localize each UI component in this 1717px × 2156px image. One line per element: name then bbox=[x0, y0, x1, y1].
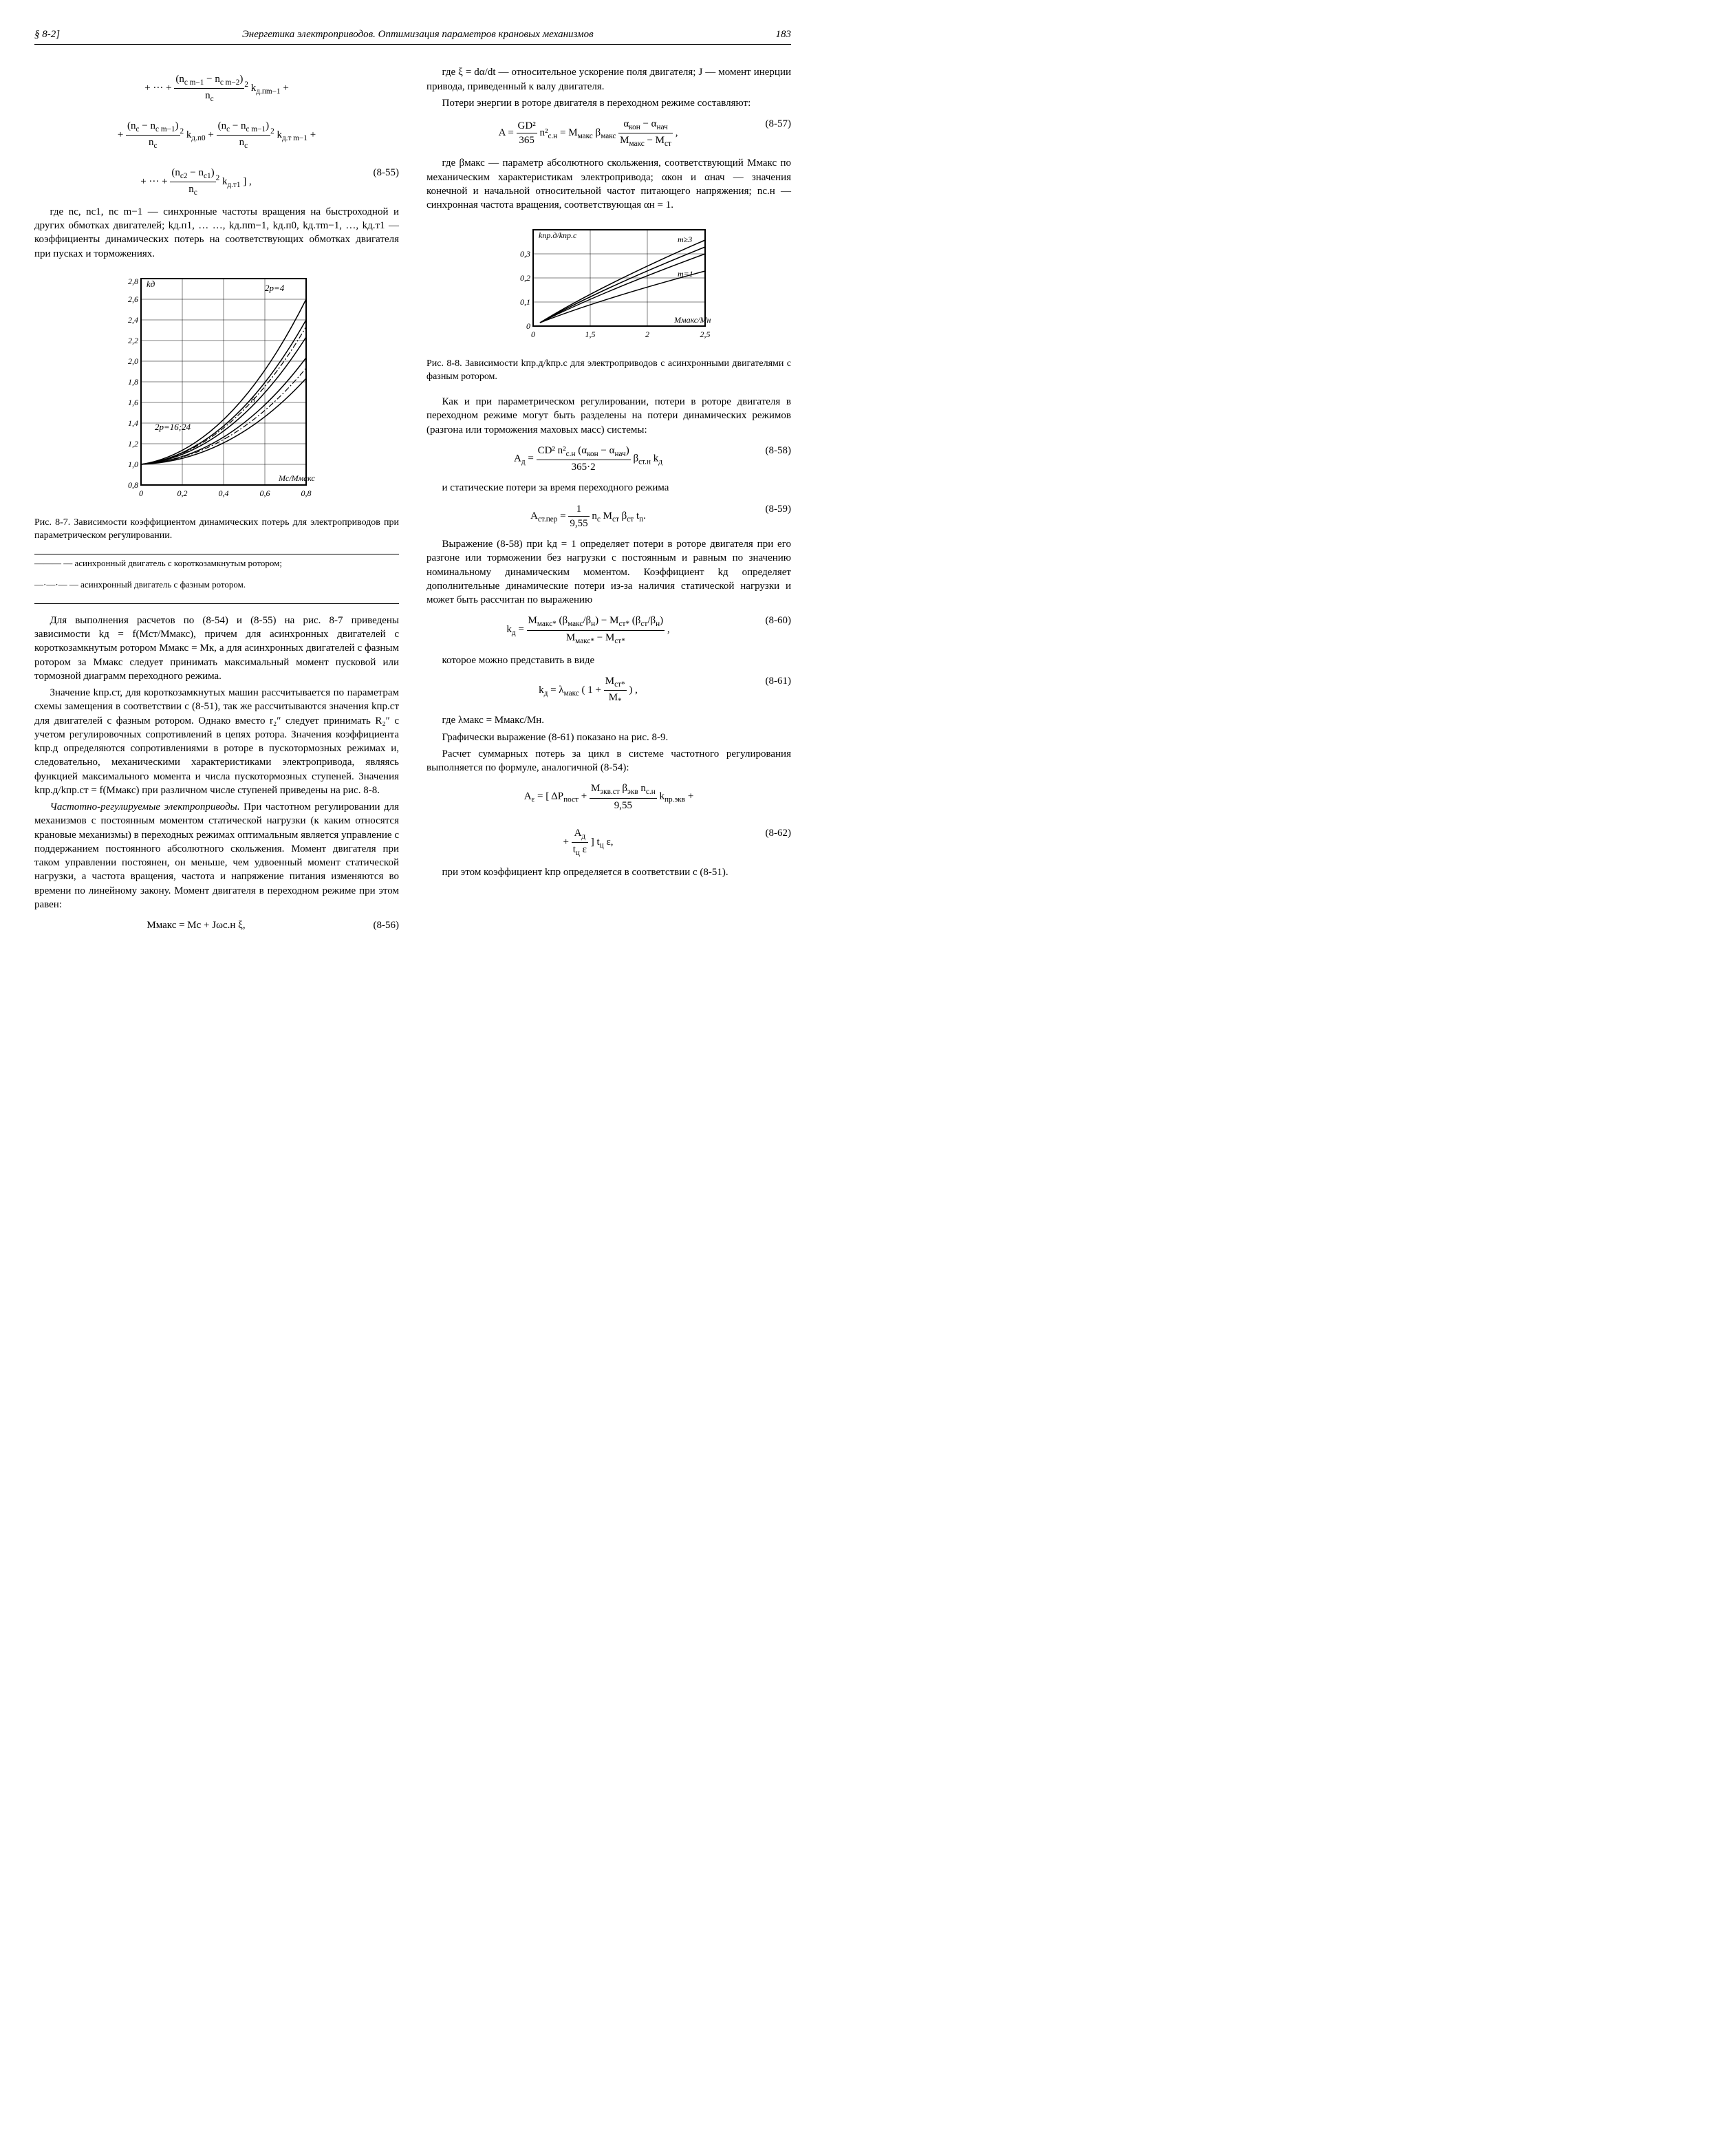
svg-text:2,8: 2,8 bbox=[128, 277, 138, 286]
svg-text:Mмакс/Mн: Mмакс/Mн bbox=[673, 315, 711, 325]
svg-text:0: 0 bbox=[531, 330, 535, 339]
svg-text:2,6: 2,6 bbox=[128, 294, 138, 304]
figure-8-7-chart: 0,8 1,0 1,2 1,4 1,6 1,8 2,0 2,2 2,4 2,6 … bbox=[107, 272, 327, 506]
svg-text:1,8: 1,8 bbox=[128, 377, 138, 387]
equation-8-58: Aд = CD² n²с.н (αкон − αнач)365·2 βст.н … bbox=[426, 444, 791, 474]
eq-number: (8-61) bbox=[750, 674, 791, 688]
svg-text:2: 2 bbox=[645, 330, 649, 339]
page-number: 183 bbox=[776, 28, 792, 41]
svg-text:kпр.д/kпр.с: kпр.д/kпр.с bbox=[539, 230, 577, 240]
equation-8-61: kд = λмакс ( 1 + Mст*M* ) , (8-61) bbox=[426, 674, 791, 707]
svg-text:0,1: 0,1 bbox=[520, 297, 530, 307]
body-text: Расчет суммарных потерь за цикл в систем… bbox=[426, 747, 791, 775]
section-label: § 8-2] bbox=[34, 28, 60, 41]
svg-text:0,3: 0,3 bbox=[520, 249, 530, 259]
equation-8-57: A = GD²365 n²с.н = Mмакс βмакс αкон − αн… bbox=[426, 117, 791, 149]
body-text: Потери энергии в роторе двигателя в пере… bbox=[426, 96, 791, 110]
svg-text:1,4: 1,4 bbox=[128, 418, 138, 428]
body-text: Графически выражение (8-61) показано на … bbox=[426, 731, 791, 744]
svg-text:Mс/Mмакс: Mс/Mмакс bbox=[278, 473, 315, 483]
body-text: Как и при параметрическом регулировании,… bbox=[426, 395, 791, 437]
svg-text:0,8: 0,8 bbox=[301, 488, 312, 498]
svg-text:2,4: 2,4 bbox=[128, 315, 138, 325]
svg-text:1,0: 1,0 bbox=[128, 460, 138, 469]
body-text: где ξ = dα/dt — относительное ускорение … bbox=[426, 65, 791, 94]
legend-line-solid: ——— — асинхронный двигатель с короткозам… bbox=[34, 557, 399, 570]
eq-number: (8-58) bbox=[750, 444, 791, 457]
svg-text:0,8: 0,8 bbox=[128, 480, 138, 490]
left-column: + ··· + (nс m−1 − nс m−2)nс2 kд.пm−1 + +… bbox=[34, 65, 399, 939]
eq-number: (8-55) bbox=[358, 166, 399, 180]
body-text: которое можно представить в виде bbox=[426, 654, 791, 667]
svg-text:2,5: 2,5 bbox=[700, 330, 711, 339]
svg-text:0,2: 0,2 bbox=[177, 488, 188, 498]
svg-text:m=1: m=1 bbox=[678, 269, 693, 279]
eq-number: (8-59) bbox=[750, 502, 791, 516]
figure-8-8-caption: Рис. 8-8. Зависимости kпр.д/kпр.с для эл… bbox=[426, 358, 791, 384]
body-text: где λмакс = Mмакс/Mн. bbox=[426, 713, 791, 727]
legend-line-dashdot: —·—·— — асинхронный двигатель с фазным р… bbox=[34, 579, 399, 591]
two-column-layout: + ··· + (nс m−1 − nс m−2)nс2 kд.пm−1 + +… bbox=[34, 65, 791, 939]
svg-text:m≥3: m≥3 bbox=[678, 235, 692, 244]
svg-text:2p=16;24: 2p=16;24 bbox=[155, 422, 191, 432]
svg-text:1,2: 1,2 bbox=[128, 439, 138, 449]
body-text: при этом коэффициент kпр определяется в … bbox=[426, 865, 791, 879]
equation-8-62: Aε = [ ΔPпост + Mэкв.ст βэкв nс.н9,55 kп… bbox=[426, 781, 791, 859]
svg-text:1,6: 1,6 bbox=[128, 398, 138, 407]
svg-text:0,6: 0,6 bbox=[260, 488, 270, 498]
svg-text:2,0: 2,0 bbox=[128, 356, 138, 366]
page-header: § 8-2] Энергетика электроприводов. Оптим… bbox=[34, 28, 791, 45]
svg-text:0: 0 bbox=[526, 321, 530, 331]
svg-text:kд: kд bbox=[147, 279, 155, 289]
svg-text:0,4: 0,4 bbox=[219, 488, 229, 498]
svg-text:0,2: 0,2 bbox=[520, 273, 530, 283]
equation-8-56: Mмакс = Mс + Jωс.н ξ, (8-56) bbox=[34, 918, 399, 932]
run-in-heading: Частотно-регулируемые электроприводы. bbox=[50, 801, 240, 812]
equation-8-60: kд = Mмакс* (βмакс/βн) − Mст* (βст/βн)Mм… bbox=[426, 614, 791, 646]
svg-text:1,5: 1,5 bbox=[585, 330, 596, 339]
body-text: Значение kпр.ст, для короткозамкнутых ма… bbox=[34, 686, 399, 797]
svg-text:2,2: 2,2 bbox=[128, 336, 138, 345]
svg-text:2p=4: 2p=4 bbox=[265, 283, 285, 293]
body-text: Выражение (8-58) при kд = 1 определяет п… bbox=[426, 537, 791, 607]
equation-8-55: + ··· + (nс m−1 − nс m−2)nс2 kд.пm−1 + +… bbox=[34, 72, 399, 198]
svg-text:0: 0 bbox=[139, 488, 143, 498]
body-text: где nс, nс1, nс m−1 — синхронные частоты… bbox=[34, 205, 399, 261]
body-text: и статические потери за время переходног… bbox=[426, 481, 791, 495]
figure-8-8-chart: 0 0,1 0,2 0,3 0 1,5 2 2,5 kпр.д/kпр.с m≥… bbox=[499, 223, 719, 347]
eq-number: (8-56) bbox=[358, 918, 399, 932]
right-column: где ξ = dα/dt — относительное ускорение … bbox=[426, 65, 791, 939]
eq-number: (8-57) bbox=[750, 117, 791, 131]
body-text: Частотно-регулируемые электроприводы. Пр… bbox=[34, 800, 399, 912]
figure-8-7-caption: Рис. 8-7. Зависимости коэффициентом дина… bbox=[34, 517, 399, 543]
equation-8-59: Aст.пер = 19,55 nс Mст βст tп. (8-59) bbox=[426, 502, 791, 531]
eq-number: (8-62) bbox=[750, 826, 791, 840]
eq-number: (8-60) bbox=[750, 614, 791, 627]
body-text: где βмакс — параметр абсолютного скольже… bbox=[426, 156, 791, 212]
body-text: Для выполнения расчетов по (8-54) и (8-5… bbox=[34, 614, 399, 683]
running-title: Энергетика электроприводов. Оптимизация … bbox=[60, 28, 775, 41]
svg-text:8: 8 bbox=[251, 395, 255, 405]
